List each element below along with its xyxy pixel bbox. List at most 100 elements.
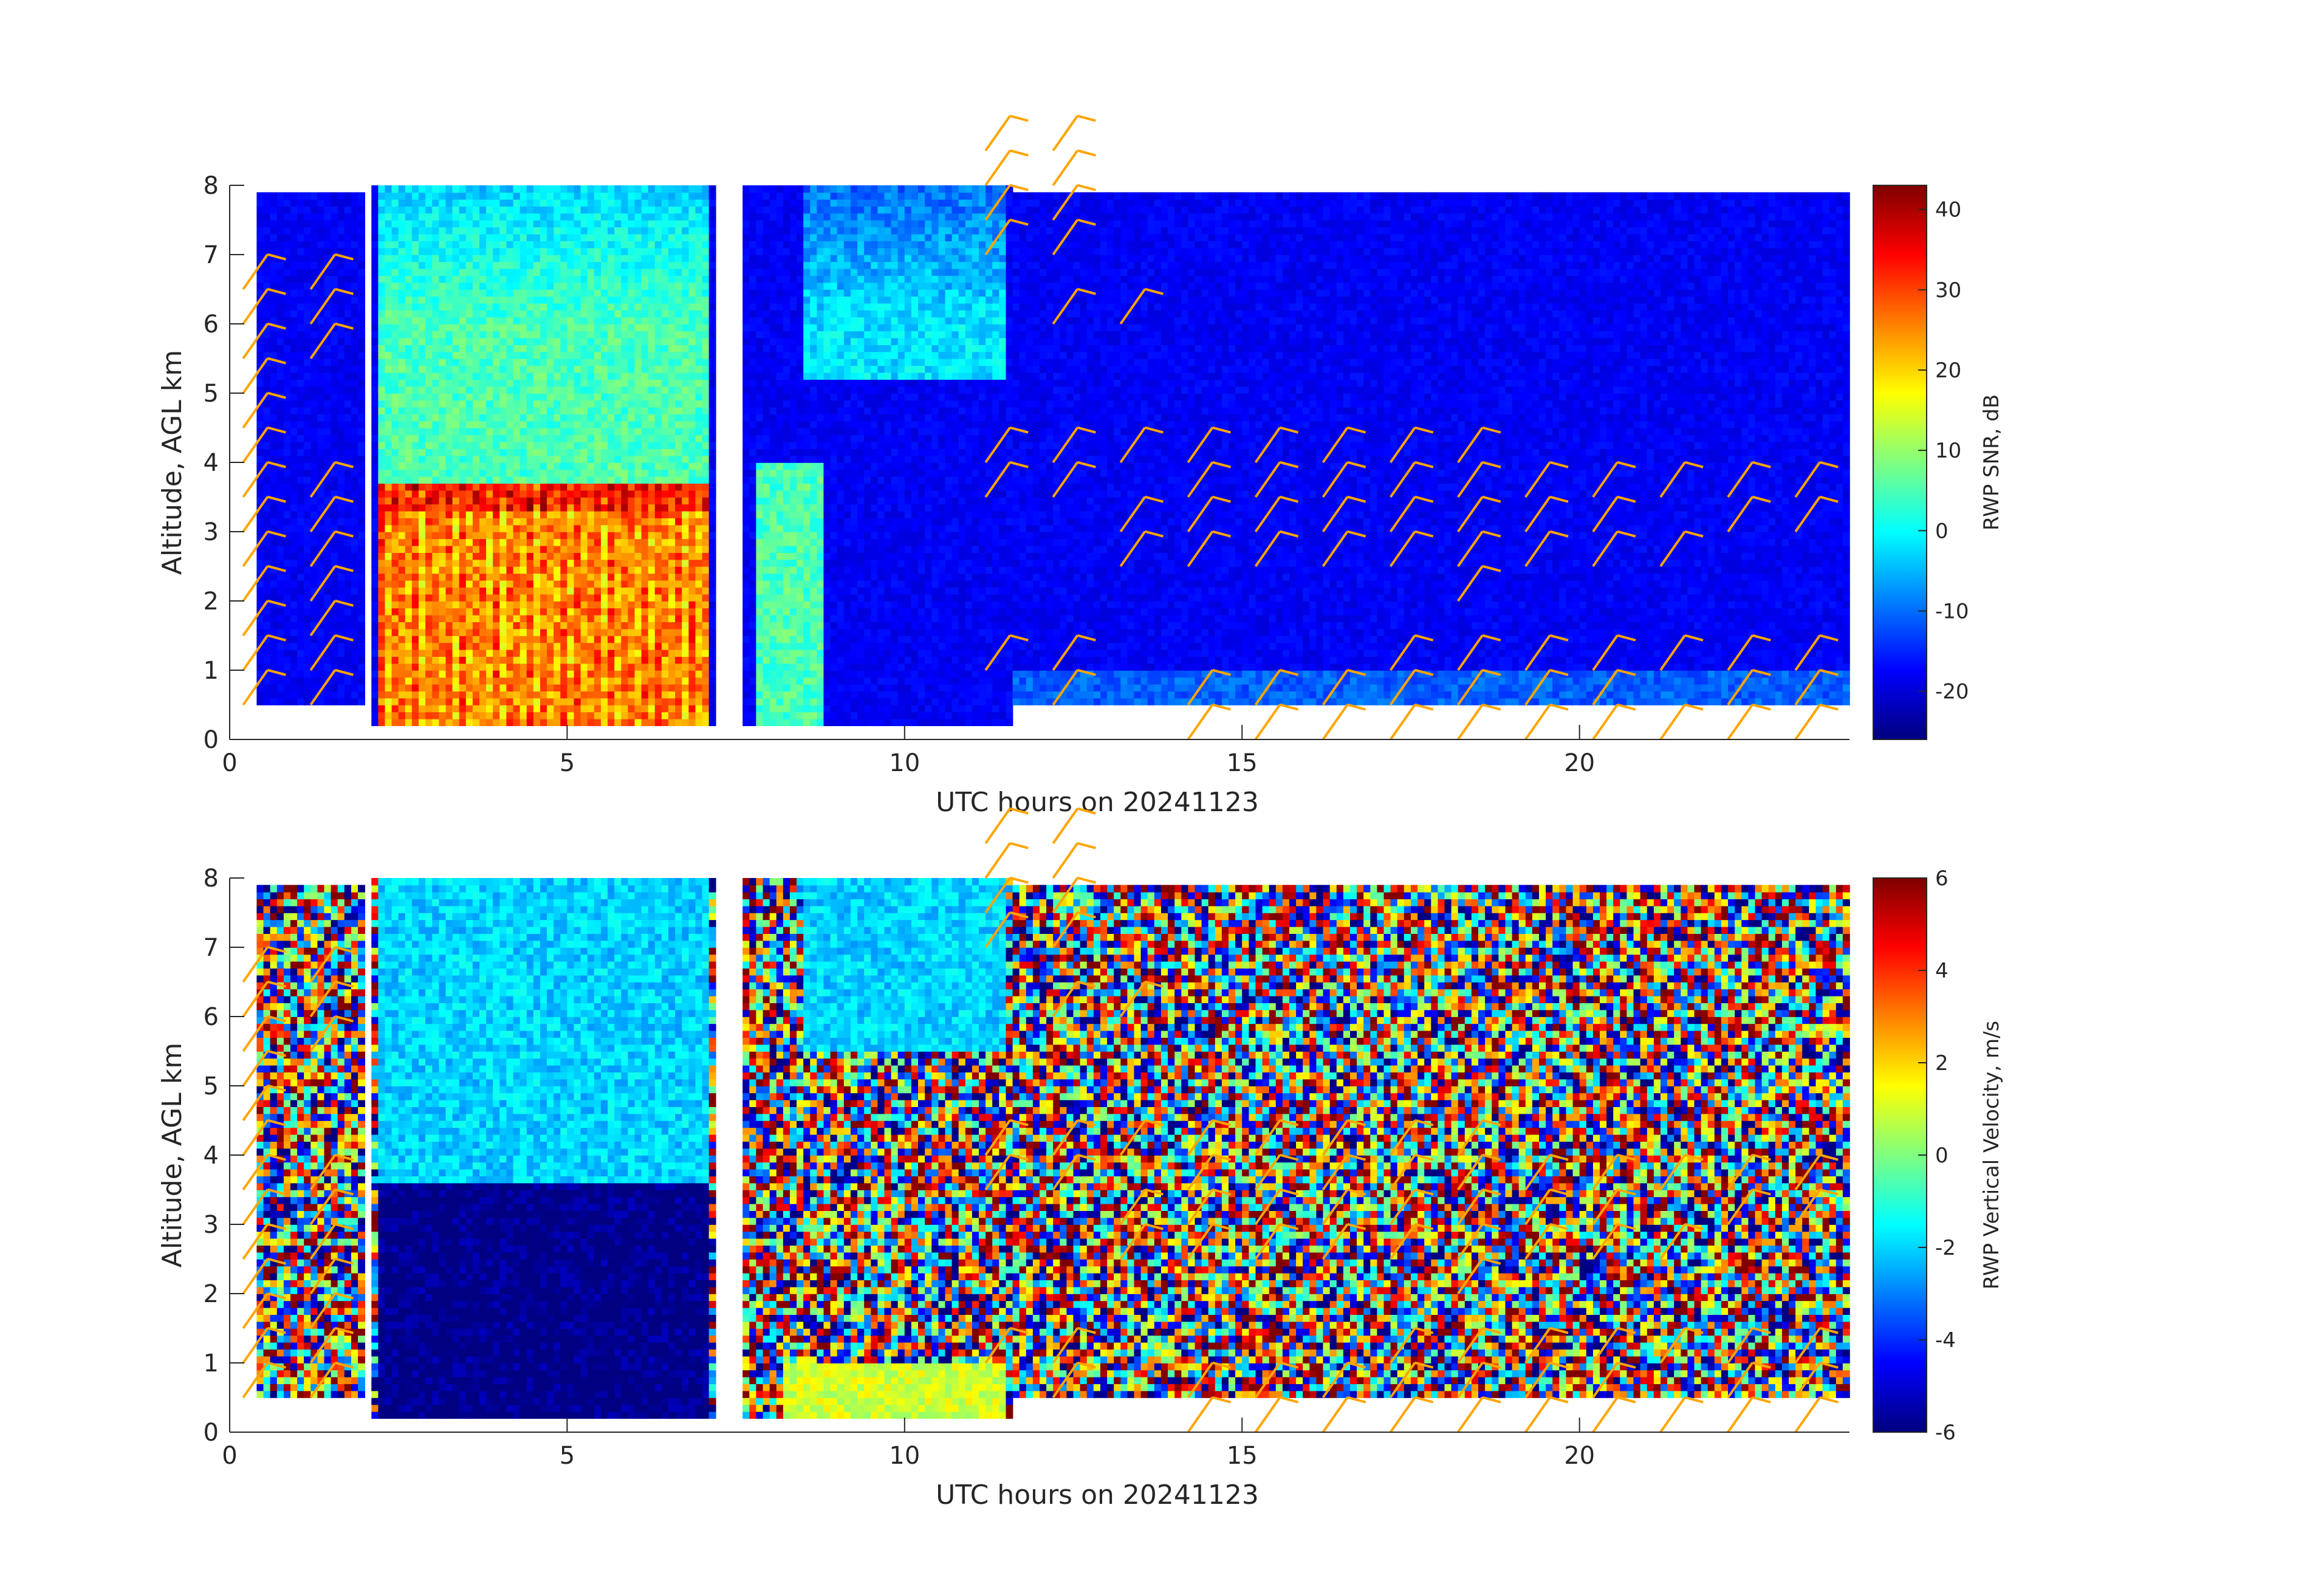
heatmap-cell: [635, 532, 642, 539]
heatmap-cell: [473, 421, 480, 428]
heatmap-cell: [682, 185, 689, 193]
heatmap-cell: [513, 483, 521, 490]
heatmap-cell: [533, 622, 541, 629]
heatmap-cell: [466, 518, 473, 525]
heatmap-cell: [351, 629, 358, 636]
heatmap-cell: [317, 365, 324, 372]
heatmap-cell: [439, 372, 446, 380]
heatmap-cell: [506, 400, 513, 407]
heatmap-cell: [419, 664, 426, 671]
heatmap-cell: [378, 560, 385, 567]
heatmap-cell: [419, 476, 426, 484]
heatmap-cell: [527, 712, 534, 719]
heatmap-cell: [533, 490, 541, 498]
heatmap-cell: [540, 241, 547, 248]
heatmap-cell: [392, 414, 399, 421]
heatmap-cell: [554, 497, 561, 504]
heatmap-cell: [479, 365, 487, 372]
heatmap-cell: [675, 442, 682, 449]
heatmap-cell: [554, 434, 561, 442]
heatmap-cell: [682, 677, 689, 684]
heatmap-cell: [648, 227, 656, 234]
heatmap-cell: [344, 650, 352, 657]
heatmap-cell: [540, 462, 547, 470]
heatmap-cell: [554, 275, 561, 283]
heatmap-cell: [466, 213, 473, 221]
heatmap-cell: [696, 317, 703, 324]
heatmap-cell: [533, 518, 541, 525]
heatmap-cell: [466, 594, 473, 602]
heatmap-cell: [608, 532, 615, 539]
heatmap-cell: [425, 234, 433, 241]
heatmap-cell: [688, 185, 696, 193]
heatmap-cell: [628, 712, 635, 719]
heatmap-cell: [675, 372, 682, 380]
heatmap-cell: [635, 400, 642, 407]
heatmap-cell: [614, 400, 622, 407]
heatmap-cell: [317, 261, 324, 269]
heatmap-cell: [459, 261, 467, 269]
heatmap-cell: [567, 310, 574, 317]
heatmap-cell: [270, 656, 278, 664]
heatmap-cell: [459, 206, 467, 213]
heatmap-cell: [493, 317, 500, 324]
heatmap-cell: [628, 220, 635, 227]
heatmap-cell: [567, 365, 574, 372]
heatmap-cell: [614, 566, 622, 574]
heatmap-cell: [290, 476, 298, 484]
heatmap-cell: [628, 691, 635, 698]
heatmap-cell: [479, 636, 487, 643]
heatmap-cell: [581, 192, 588, 199]
heatmap-cell: [560, 594, 567, 602]
heatmap-cell: [574, 206, 581, 213]
heatmap-cell: [675, 379, 682, 386]
heatmap-cell: [439, 566, 446, 574]
heatmap-cell: [439, 642, 446, 650]
heatmap-cell: [297, 234, 304, 241]
heatmap-cell: [351, 269, 358, 276]
heatmap-cell: [378, 352, 385, 359]
heatmap-cell: [412, 400, 419, 407]
heatmap-cell: [419, 386, 426, 394]
heatmap-cell: [675, 434, 682, 442]
heatmap-cell: [642, 448, 649, 456]
heatmap-cell: [588, 206, 595, 213]
heatmap-cell: [682, 421, 689, 428]
heatmap-cell: [668, 317, 676, 324]
heatmap-cell: [547, 192, 554, 199]
heatmap-cell: [547, 206, 554, 213]
heatmap-cell: [560, 310, 567, 317]
heatmap-cell: [405, 283, 413, 290]
heatmap-cell: [405, 393, 413, 400]
heatmap-cell: [506, 504, 513, 511]
heatmap-cell: [601, 206, 608, 213]
heatmap-cell: [432, 199, 439, 207]
heatmap-cell: [453, 518, 460, 525]
heatmap-cell: [688, 192, 696, 199]
heatmap-cell: [527, 199, 534, 207]
heatmap-cell: [533, 587, 541, 594]
heatmap-cell: [499, 199, 507, 207]
heatmap-cell: [392, 587, 399, 594]
heatmap-cell: [453, 469, 460, 476]
heatmap-cell: [668, 372, 676, 380]
heatmap-cell: [284, 560, 291, 567]
heatmap-cell: [648, 456, 656, 463]
heatmap-cell: [675, 608, 682, 615]
heatmap-cell: [446, 317, 453, 324]
heatmap-cell: [527, 379, 534, 386]
heatmap-cell: [338, 615, 345, 622]
heatmap-cell: [594, 552, 602, 560]
heatmap-cell: [412, 698, 419, 705]
heatmap-cell: [324, 345, 332, 352]
heatmap-cell: [290, 324, 298, 331]
heatmap-cell: [479, 379, 487, 386]
heatmap-cell: [392, 622, 399, 629]
heatmap-cell: [621, 296, 628, 303]
heatmap-cell: [317, 698, 324, 705]
heatmap-cell: [668, 691, 676, 698]
heatmap-cell: [371, 456, 379, 463]
heatmap-cell: [588, 705, 595, 712]
heatmap-cell: [642, 712, 649, 719]
heatmap-cell: [567, 573, 574, 580]
